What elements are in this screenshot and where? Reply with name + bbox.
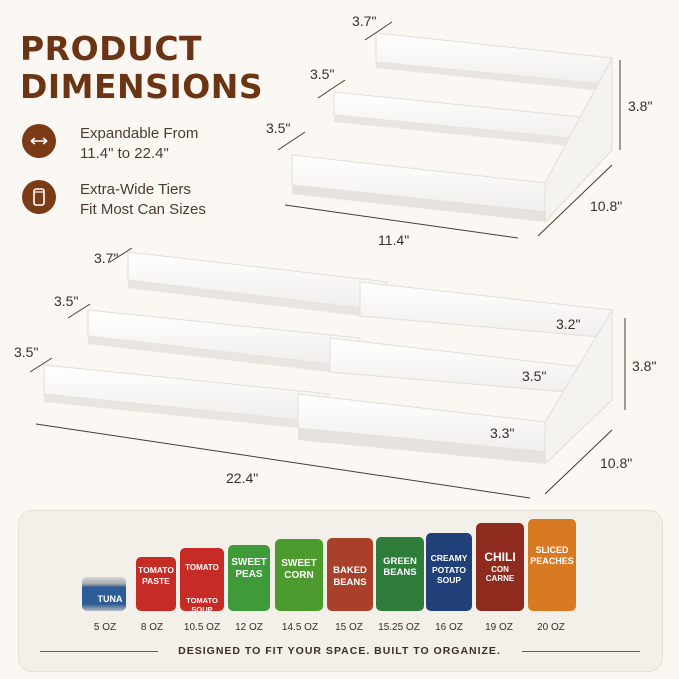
footer-divider-left <box>40 651 158 652</box>
can-size-5: 5 OZ <box>93 622 117 633</box>
can-size-20: 20 OZ <box>537 622 565 633</box>
feature-wide-line1: Extra-Wide Tiers <box>80 181 191 198</box>
can-tomato-soup <box>180 548 224 611</box>
can-soup-label-top: TOMATO <box>185 563 219 572</box>
can-potato-label-top: CREAMY <box>430 553 468 563</box>
can-peas-label: PEAS <box>235 569 263 580</box>
can-paste-label: PASTE <box>142 576 170 586</box>
large-right-low: 3.3" <box>490 425 515 441</box>
can-size-16: 16 OZ <box>435 622 463 633</box>
can-soup-label: TOMATO SOUP <box>186 596 218 614</box>
can-size-15-25: 15.25 OZ <box>378 622 420 633</box>
can-potato-label: POTATO SOUP <box>432 565 466 585</box>
can-size-15: 15 OZ <box>335 622 363 633</box>
can-tuna-label: TUNA <box>97 594 123 604</box>
can-green-beans <box>376 537 424 611</box>
small-low-depth: 3.5" <box>266 120 291 136</box>
can-tomato-paste <box>136 557 176 611</box>
can-corn-label: CORN <box>284 570 314 581</box>
small-length: 10.8" <box>590 198 623 214</box>
can-baked-beans <box>327 538 373 611</box>
can-corn-label-top: SWEET <box>281 558 317 569</box>
can-size-10-5: 10.5 OZ <box>183 622 221 633</box>
large-length: 10.8" <box>600 455 633 471</box>
can-green-label: BEANS <box>383 567 417 578</box>
can-chili <box>476 523 524 611</box>
large-mid-depth: 3.5" <box>54 293 79 309</box>
can-sweet-corn <box>275 539 323 611</box>
feature-wide-line2: Fit Most Can Sizes <box>80 201 206 218</box>
can-sweet-peas <box>228 545 270 611</box>
can-size-19: 19 OZ <box>485 622 513 633</box>
can-icon <box>22 180 56 214</box>
can-chili-label: CON CARNE <box>485 565 515 583</box>
can-tuna <box>82 577 126 611</box>
can-peaches <box>528 519 576 611</box>
can-paste-label-top: TOMATO <box>138 565 174 575</box>
page-title: PRODUCT DIMENSIONS <box>20 30 263 106</box>
can-peach-label: PEACHES <box>530 556 574 566</box>
can-peas-label-top: SWEET <box>231 557 267 568</box>
expand-arrows-icon <box>22 124 56 158</box>
small-top-depth: 3.7" <box>352 13 377 29</box>
can-size-8: 8 OZ <box>140 622 164 633</box>
can-potato-soup <box>426 533 472 611</box>
cans-row <box>82 515 602 615</box>
can-baked-label-top: BAKED <box>333 565 367 576</box>
feature-wide-tiers: Extra-Wide Tiers Fit Most Can Sizes <box>80 180 206 220</box>
can-baked-label: BEANS <box>333 577 367 588</box>
can-green-label-top: GREEN <box>383 556 417 567</box>
can-chili-label-top: CHILI <box>484 550 516 564</box>
small-mid-depth: 3.5" <box>310 66 335 82</box>
can-peach-label-top: SLICED <box>535 545 569 555</box>
large-width: 22.4" <box>226 470 259 486</box>
large-low-depth: 3.5" <box>14 344 39 360</box>
feature-expandable-line2: 11.4" to 22.4" <box>80 145 169 162</box>
can-size-12: 12 OZ <box>235 622 263 633</box>
small-rack <box>277 21 621 239</box>
footer-divider-right <box>522 651 640 652</box>
feature-expandable-line1: Expandable From <box>80 125 199 142</box>
large-right-mid: 3.5" <box>522 368 547 384</box>
small-width: 11.4" <box>378 232 410 248</box>
large-top-depth: 3.7" <box>94 250 119 266</box>
title-line-1: PRODUCT <box>20 29 203 68</box>
title-line-2: DIMENSIONS <box>20 67 264 106</box>
footer-tagline: DESIGNED TO FIT YOUR SPACE. BUILT TO ORG… <box>178 645 501 657</box>
can-size-14-5: 14.5 OZ <box>281 622 319 633</box>
small-height: 3.8" <box>628 98 653 114</box>
feature-expandable: Expandable From 11.4" to 22.4" <box>80 124 198 164</box>
large-rack <box>29 247 626 499</box>
large-height: 3.8" <box>632 358 657 374</box>
large-right-top: 3.2" <box>556 316 581 332</box>
